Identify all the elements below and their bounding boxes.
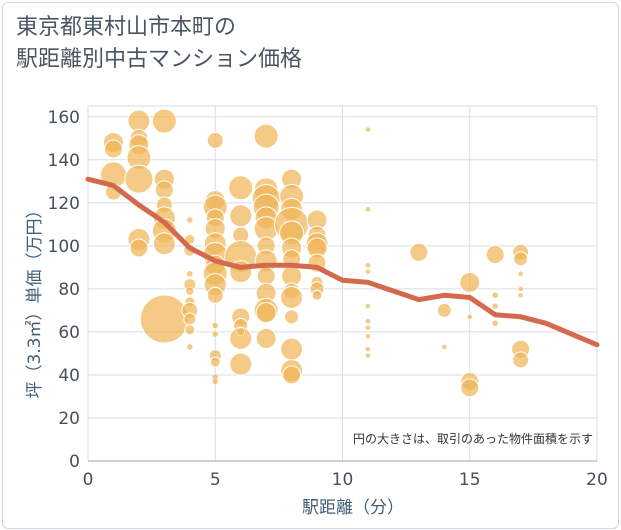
x-tick-label: 20: [586, 470, 608, 490]
bubble-point: [467, 314, 473, 320]
bubble-point: [206, 286, 224, 304]
bubble-point: [441, 344, 448, 350]
bubble-point: [284, 309, 300, 325]
bubble-point: [127, 109, 151, 133]
bubble-point: [129, 238, 149, 258]
bubble-point: [228, 175, 254, 201]
y-axis-label: 坪（3.3㎡）単価（万円）: [25, 201, 45, 398]
chart-title: 東京都東村山市本町の 駅距離別中古マンション価格: [16, 12, 302, 76]
bubble-point: [409, 242, 429, 262]
bubble-point: [186, 343, 194, 351]
bubble-point: [365, 352, 371, 359]
tick-labels: 0 20 40 60 80 100 120 140 160 0 5 10 15 20: [48, 108, 608, 490]
y-tick-label: 100: [48, 237, 80, 257]
bubble-point: [139, 294, 189, 344]
bubble-point: [255, 302, 277, 324]
trend-series: [85, 176, 600, 348]
bubble-point: [124, 164, 154, 194]
x-axis-label: 駅距離（分）: [302, 498, 404, 518]
x-tick-label: 5: [210, 470, 221, 490]
bubble-point: [485, 244, 505, 264]
bubble-point: [186, 270, 194, 278]
bubble-point: [236, 327, 245, 337]
bubble-point: [229, 204, 253, 228]
bubble-point: [491, 302, 499, 310]
bubble-point: [212, 330, 219, 338]
bubble-point: [311, 289, 323, 301]
bubble-point: [256, 266, 276, 286]
bubble-point: [186, 216, 194, 224]
bubble-point: [209, 356, 221, 368]
bubble-point: [185, 286, 195, 296]
bubble-point: [491, 320, 499, 327]
bubble-point: [184, 324, 196, 336]
y-tick-label: 0: [69, 452, 80, 472]
x-tick-label: 0: [83, 470, 94, 490]
y-tick-label: 120: [48, 194, 80, 214]
x-tick-label: 15: [459, 470, 481, 490]
bubble-point: [229, 352, 253, 376]
bubble-series: [99, 108, 531, 398]
bubble-point: [365, 333, 371, 339]
bubble-point: [517, 271, 524, 277]
bubble-point: [253, 123, 279, 149]
bubble-point: [365, 126, 371, 133]
bubble-point: [282, 365, 302, 385]
bubble-point: [206, 131, 224, 149]
y-tick-label: 140: [48, 151, 80, 171]
bubble-point: [103, 139, 123, 159]
bubble-point: [512, 351, 530, 369]
bubble-point: [154, 180, 174, 200]
grid-lines: [87, 105, 598, 462]
bubble-point: [152, 232, 176, 256]
trend-line: [85, 176, 600, 348]
bubble-point: [365, 346, 371, 352]
size-note: 円の大きさは、取引のあった物件面積を示す: [353, 431, 593, 446]
bubble-point: [517, 286, 524, 292]
bubble-point: [365, 206, 371, 213]
bubble-point: [365, 318, 371, 324]
bubble-point: [513, 251, 529, 267]
bubble-point: [365, 262, 371, 268]
bubble-point: [151, 108, 177, 134]
bubble-point: [280, 337, 304, 361]
chart-title-line2: 駅距離別中古マンション価格: [16, 47, 303, 72]
bubble-point: [491, 292, 499, 299]
y-tick-label: 80: [58, 280, 80, 300]
bubble-point: [212, 322, 219, 329]
bubble-point: [517, 292, 524, 299]
bubble-point: [212, 378, 219, 385]
bubble-point: [365, 268, 371, 275]
bubble-point: [459, 271, 481, 293]
bubble-point: [280, 285, 304, 309]
bubble-point: [255, 327, 277, 349]
x-tick-label: 10: [332, 470, 354, 490]
y-tick-label: 160: [48, 108, 80, 128]
bubble-point: [365, 303, 371, 309]
bubble-point: [183, 312, 197, 326]
y-tick-label: 20: [58, 409, 80, 429]
y-tick-label: 60: [58, 323, 80, 343]
bubble-point: [229, 326, 253, 350]
chart-title-line1: 東京都東村山市本町の: [16, 15, 237, 40]
bubble-point: [436, 302, 452, 318]
bubble-point: [460, 378, 480, 398]
y-tick-label: 40: [58, 366, 80, 386]
bubble-point: [365, 324, 371, 331]
